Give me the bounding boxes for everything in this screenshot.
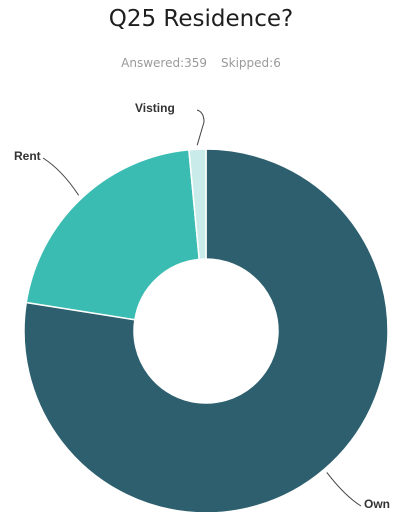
slice-labels: Own Rent Visting bbox=[14, 101, 390, 511]
slice-label-own: Own bbox=[364, 497, 390, 511]
slice-rent bbox=[25, 148, 201, 321]
chart-title: Q25 Residence? bbox=[108, 6, 294, 32]
answered-count: Answered:359 bbox=[121, 56, 208, 70]
response-stats: Answered:359 Skipped:6 bbox=[0, 56, 402, 70]
slice-visting bbox=[188, 148, 207, 261]
skipped-count: Skipped:6 bbox=[221, 56, 281, 70]
leader-line-rent bbox=[42, 157, 80, 196]
leader-line-visting bbox=[196, 109, 205, 146]
leader-line-own bbox=[326, 472, 362, 507]
slice-label-rent: Rent bbox=[14, 149, 41, 163]
slice-label-visting: Visting bbox=[135, 101, 175, 115]
donut-slices bbox=[23, 148, 389, 512]
slice-own bbox=[23, 148, 389, 512]
